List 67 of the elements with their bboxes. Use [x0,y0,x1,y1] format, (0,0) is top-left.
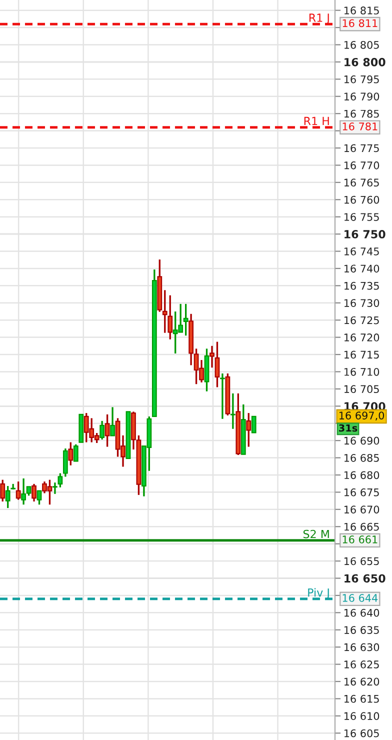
y-tick-label: 16 620 [344,678,380,686]
y-tick-label: 16 640 [344,608,380,617]
candlestick [214,340,220,388]
y-tick-label: 16 785 [344,110,379,118]
candlestick [220,372,225,420]
candlestick [162,289,168,334]
y-tick-label: 16 685 [344,454,379,462]
text: 16 697,0 [339,412,384,421]
y-tick-label: 16 760 [344,196,380,204]
y-tick-label: 16 790 [344,92,380,100]
y-tick-label: 16 710 [344,368,380,376]
y-tick-label: 16 605 [344,729,379,738]
y-tick-label: 16 630 [344,643,380,652]
candlestick [251,416,256,434]
text: 16 781 [342,122,378,130]
y-tick-label: 16 740 [344,264,380,273]
y-tick-label: 16 795 [344,75,379,84]
y-tick-label: 16 725 [344,316,379,324]
y-tick-label: 16 655 [344,557,379,566]
candlestick [68,441,74,466]
y-tick-label: 16 650 [344,574,386,583]
y-tick-label: 16 610 [344,712,380,720]
text: 16 644 [342,594,378,602]
candlestick [246,412,252,448]
candlestick [210,345,214,368]
y-tick-label: 16 690 [344,436,380,445]
y-tick-label: 16 765 [344,178,379,187]
text: 31s [339,424,358,432]
y-tick-label: 16 670 [344,506,380,514]
text: 16 661 [342,536,378,544]
y-tick-label: 16 815 [344,6,379,14]
candlestick [104,414,110,448]
y-tick-label: 16 635 [344,626,379,634]
candlestick [52,482,58,495]
y-tick-label: 16 625 [344,660,379,668]
candlestick [58,472,63,488]
ref-line-label: R1 H [304,116,329,126]
y-tick-label: 16 800 [344,58,386,66]
candlestick [16,480,21,501]
candlestick [36,490,42,506]
y-tick-label: 16 705 [344,385,379,394]
ref-line-label: S2 M [303,530,329,538]
y-tick-label: 16 720 [344,334,380,342]
y-tick-label: 16 665 [344,522,379,531]
y-tick-label: 16 745 [344,247,379,256]
candlestick [183,303,188,336]
candlestick [73,444,78,462]
y-tick-label: 16 750 [344,230,386,238]
y-tick-label: 16 615 [344,694,379,703]
y-tick-label: 16 735 [344,282,379,290]
y-tick-label: 16 755 [344,213,379,221]
y-tick-label: 16 715 [344,350,379,359]
y-tick-label: 16 680 [344,471,380,480]
candlestick [32,483,36,502]
candlestick [5,485,10,509]
y-tick-label: 16 805 [344,40,379,49]
y-tick-label: 16 730 [344,299,380,307]
candlestick [230,392,236,430]
y-tick-label: 16 770 [344,161,380,170]
candlestick [100,420,105,440]
y-tick-label: 16 775 [344,144,379,152]
y-tick-label: 16 675 [344,488,379,496]
text: 16 811 [342,19,378,28]
candlestick [0,478,6,502]
candlestick [168,294,173,340]
candlestick [62,448,68,478]
candlestick [110,406,115,437]
